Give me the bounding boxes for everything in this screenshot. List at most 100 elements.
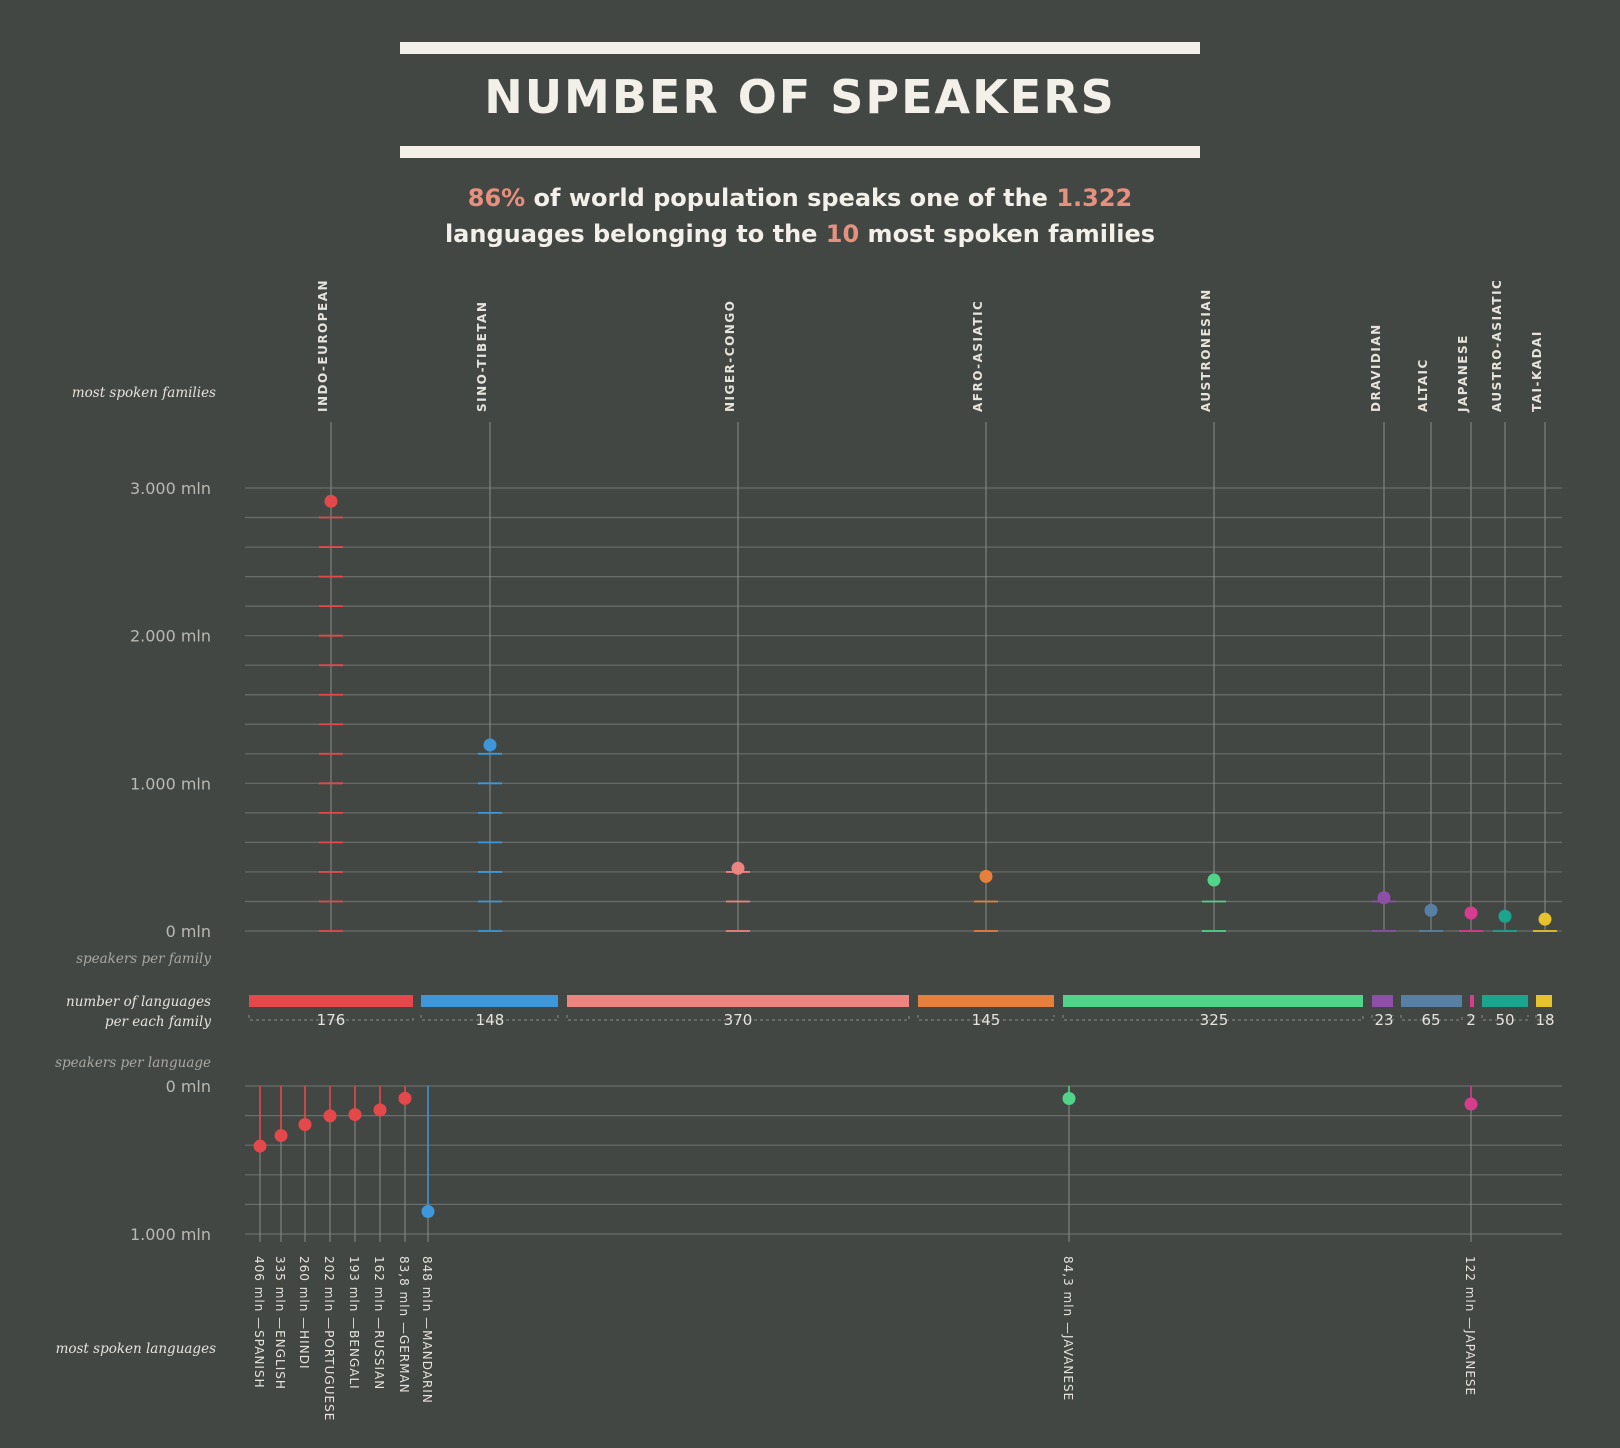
- language-marks: 406 mln —SPANISH 335 mln —ENGLISH 260 mln …: [252, 1086, 1478, 1421]
- language-count-bar: [1401, 995, 1462, 1007]
- family-dot: [1538, 912, 1552, 926]
- family-label: JAPANESE: [1456, 334, 1470, 413]
- label-number-of-languages-2: per each family: [105, 1014, 211, 1030]
- language-label: 406 mln —SPANISH: [252, 1256, 266, 1389]
- language-label: 162 mln —RUSSIAN: [372, 1256, 386, 1390]
- subtitle-families-count: 10: [825, 220, 860, 248]
- top-axis-tick-label: 2.000 mln: [130, 627, 211, 646]
- language-count-value: 148: [476, 1011, 505, 1029]
- language-count-bar: [421, 995, 558, 1007]
- language-count-value: 65: [1421, 1011, 1440, 1029]
- subtitle-line-2: languages belonging to the 10 most spoke…: [300, 216, 1300, 252]
- language-count-value: 50: [1495, 1011, 1514, 1029]
- subtitle-line-1: 86% of world population speaks one of th…: [300, 180, 1300, 216]
- language-count-bracket: [917, 1015, 1055, 1021]
- language-count-bar: [1372, 995, 1393, 1007]
- label-speakers-per-language: speakers per language: [55, 1055, 211, 1071]
- language-count-bars: 176 148 370 145 325 23 65 2 50 18: [248, 995, 1555, 1029]
- family-dot: [1207, 873, 1221, 887]
- family-label: SINO-TIBETAN: [475, 301, 489, 412]
- family-dot: [1377, 891, 1391, 905]
- title-rule-top: [400, 42, 1200, 54]
- language-count-bracket: [420, 1015, 559, 1021]
- subtitle-part2: languages belonging to the: [444, 220, 826, 248]
- family-ticks: [319, 516, 1557, 932]
- family-label: AFRO-ASIATIC: [971, 300, 985, 412]
- bottom-axis-tick-label: 1.000 mln: [130, 1225, 211, 1244]
- language-dot: [398, 1091, 412, 1105]
- language-dot: [1464, 1097, 1478, 1111]
- family-label: TAI-KADAI: [1530, 330, 1544, 412]
- label-most-spoken-languages: most spoken languages: [56, 1341, 217, 1357]
- language-count-value: 18: [1535, 1011, 1554, 1029]
- language-label: 260 mln —HINDI: [297, 1256, 311, 1369]
- language-label: 335 mln —ENGLISH: [273, 1256, 287, 1390]
- language-label: 83,8 mln —GERMAN: [397, 1256, 411, 1394]
- language-label: 848 mln —MANDARIN: [420, 1256, 434, 1404]
- family-dot: [979, 869, 993, 883]
- language-count-bar: [1470, 995, 1474, 1007]
- language-count-value: 145: [972, 1011, 1001, 1029]
- language-count-bracket: [1481, 1015, 1529, 1021]
- page-title: NUMBER OF SPEAKERS: [484, 70, 1116, 124]
- family-dot: [1464, 906, 1478, 920]
- family-label: DRAVIDIAN: [1369, 323, 1383, 412]
- language-count-bracket: [566, 1015, 910, 1021]
- family-dot: [731, 861, 745, 875]
- top-axis-tick-label: 1.000 mln: [130, 774, 211, 793]
- language-count-bar: [567, 995, 909, 1007]
- top-axis-tick-label: 0 mln: [166, 922, 211, 941]
- family-label: AUSTRO-ASIATIC: [1490, 279, 1504, 412]
- language-count-value: 176: [317, 1011, 346, 1029]
- language-dot: [1062, 1091, 1076, 1105]
- subtitle-part3: most spoken families: [859, 220, 1156, 248]
- subtitle: 86% of world population speaks one of th…: [300, 180, 1300, 252]
- language-count-value: 2: [1466, 1011, 1476, 1029]
- bottom-axis-tick-label: 0 mln: [166, 1077, 211, 1096]
- family-label: NIGER-CONGO: [723, 300, 737, 412]
- language-dot: [253, 1139, 267, 1153]
- language-count-bar: [1536, 995, 1552, 1007]
- language-label: 202 mln —PORTUGUESE: [322, 1256, 336, 1421]
- language-count-bar: [918, 995, 1054, 1007]
- label-most-spoken-families: most spoken families: [72, 385, 216, 401]
- top-axis-tick-label: 3.000 mln: [130, 479, 211, 498]
- language-label: 193 mln —BENGALI: [347, 1256, 361, 1390]
- family-label: AUSTRONESIAN: [1199, 288, 1213, 412]
- language-dot: [421, 1205, 435, 1219]
- language-dot: [373, 1103, 387, 1117]
- grid-bottom: [245, 1085, 1562, 1235]
- family-label: INDO-EUROPEAN: [316, 279, 330, 412]
- axis-labels: 0 mln 1.000 mln 2.000 mln 3.000 mln 0 mln 1.0…: [130, 479, 211, 1244]
- language-count-bracket: [1469, 1015, 1475, 1021]
- language-count-value: 325: [1200, 1011, 1229, 1029]
- subtitle-pct: 86%: [467, 184, 526, 212]
- subtitle-part1: of world population speaks one of the: [525, 184, 1057, 212]
- language-dot: [274, 1129, 288, 1143]
- subtitle-languages-count: 1.322: [1056, 184, 1133, 212]
- title-rule-bottom: [400, 146, 1200, 158]
- label-number-of-languages-1: number of languages: [66, 994, 211, 1010]
- language-label: 122 mln —JAPANESE: [1463, 1256, 1477, 1396]
- language-count-bracket: [1062, 1015, 1364, 1021]
- language-count-value: 23: [1374, 1011, 1393, 1029]
- family-dot: [483, 738, 497, 752]
- language-count-bar: [249, 995, 413, 1007]
- language-count-bracket: [1371, 1015, 1394, 1021]
- family-dots: [324, 494, 1552, 926]
- language-count-bracket: [248, 1015, 414, 1021]
- language-dot: [298, 1117, 312, 1131]
- language-count-bar: [1482, 995, 1528, 1007]
- language-count-bracket: [1400, 1015, 1463, 1021]
- family-stems: INDO-EUROPEAN SINO-TIBETAN NIGER-CONGO AFRO…: [316, 279, 1546, 931]
- family-dot: [324, 494, 338, 508]
- family-dot: [1424, 903, 1438, 917]
- language-count-bar: [1063, 995, 1363, 1007]
- grid-top: [245, 487, 1562, 932]
- language-label: 84,3 mln —JAVANESE: [1061, 1256, 1075, 1401]
- language-dot: [348, 1108, 362, 1122]
- language-count-bracket: [1535, 1015, 1553, 1021]
- family-label: ALTAIC: [1416, 358, 1430, 412]
- label-speakers-per-family: speakers per family: [76, 951, 211, 967]
